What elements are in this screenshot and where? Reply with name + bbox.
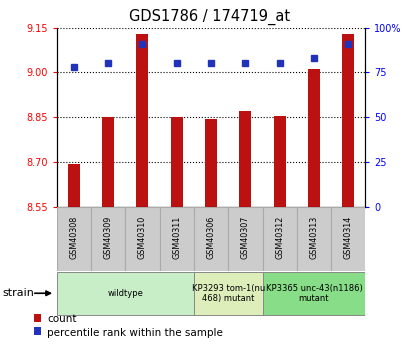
Bar	[57, 272, 194, 315]
Text: GSM40307: GSM40307	[241, 216, 250, 259]
Bar	[57, 207, 91, 271]
Text: GDS1786 / 174719_at: GDS1786 / 174719_at	[129, 9, 291, 25]
Text: GSM40311: GSM40311	[172, 216, 181, 259]
Text: count: count	[47, 315, 77, 324]
Text: GSM40314: GSM40314	[344, 216, 353, 259]
Bar	[194, 272, 262, 315]
Text: GSM40308: GSM40308	[69, 216, 79, 259]
Bar	[68, 164, 80, 207]
Text: KP3293 tom-1(nu
468) mutant: KP3293 tom-1(nu 468) mutant	[192, 284, 265, 303]
Text: GSM40310: GSM40310	[138, 216, 147, 259]
Text: GSM40309: GSM40309	[104, 216, 113, 259]
Text: wildtype: wildtype	[108, 289, 143, 298]
Bar	[91, 207, 125, 271]
Text: GSM40306: GSM40306	[207, 216, 215, 259]
Bar	[205, 119, 217, 207]
Text: GSM40312: GSM40312	[275, 216, 284, 259]
Bar	[239, 111, 251, 207]
Bar	[136, 33, 148, 207]
Bar	[102, 117, 114, 207]
Bar	[342, 33, 354, 207]
Text: GSM40313: GSM40313	[310, 216, 318, 259]
Bar	[274, 116, 286, 207]
Bar	[160, 207, 194, 271]
Bar	[262, 207, 297, 271]
Bar	[308, 69, 320, 207]
Bar	[194, 207, 228, 271]
Bar	[262, 272, 365, 315]
Bar	[125, 207, 160, 271]
Bar	[297, 207, 331, 271]
Bar	[228, 207, 262, 271]
Bar	[171, 117, 183, 207]
Bar	[331, 207, 365, 271]
Text: percentile rank within the sample: percentile rank within the sample	[47, 328, 223, 337]
Text: strain: strain	[2, 288, 34, 298]
Text: KP3365 unc-43(n1186)
mutant: KP3365 unc-43(n1186) mutant	[265, 284, 362, 303]
